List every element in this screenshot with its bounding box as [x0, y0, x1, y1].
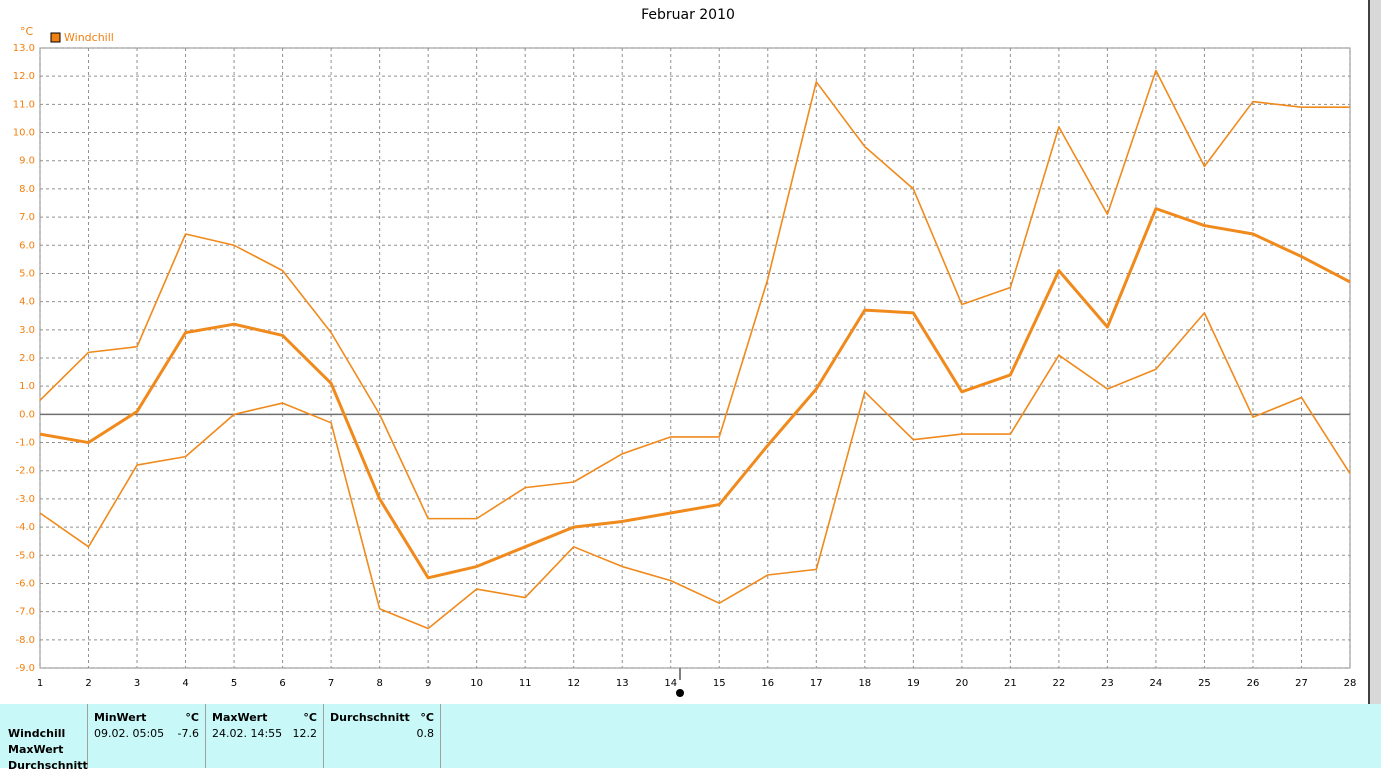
y-tick-label: 8.0 — [19, 184, 35, 195]
legend-label: Windchill — [64, 31, 114, 44]
y-tick-label: 13.0 — [13, 43, 35, 54]
y-tick-label: 3.0 — [19, 325, 35, 336]
y-tick-label: 10.0 — [13, 128, 35, 139]
row-label: MaxWert — [8, 743, 64, 756]
x-tick-label: 4 — [182, 678, 188, 689]
col-unit: °C — [420, 711, 434, 724]
y-tick-label: -9.0 — [15, 663, 35, 674]
y-tick-label: 2.0 — [19, 353, 35, 364]
col-header: Durchschnitt — [330, 711, 410, 724]
x-tick-label: 7 — [328, 678, 334, 689]
y-tick-label: -3.0 — [15, 494, 35, 505]
y-tick-label: 5.0 — [19, 268, 35, 279]
series-line — [39, 207, 1351, 580]
row-labels: Windchill MaxWert Durchschnitt — [0, 704, 88, 772]
y-tick-label: 9.0 — [19, 156, 35, 167]
y-tick-label: -4.0 — [15, 522, 35, 533]
series-line — [39, 312, 1351, 630]
y-tick-label: 12.0 — [13, 71, 35, 82]
x-tick-label: 23 — [1101, 678, 1114, 689]
y-tick-label: 1.0 — [19, 381, 35, 392]
y-unit: °C — [20, 25, 34, 38]
y-tick-label: 7.0 — [19, 212, 35, 223]
x-tick-label: 16 — [761, 678, 774, 689]
x-tick-label: 27 — [1295, 678, 1308, 689]
col-unit: °C — [185, 711, 199, 724]
y-tick-label: -7.0 — [15, 607, 35, 618]
max-col: MaxWert °C 24.02. 14:55 12.2 — [206, 704, 324, 768]
y-tick-label: 11.0 — [13, 99, 35, 110]
col-unit: °C — [303, 711, 317, 724]
x-tick-label: 3 — [134, 678, 140, 689]
scroll-strip — [1368, 0, 1381, 704]
col-header: MinWert — [94, 711, 147, 724]
min-col: MinWert °C 09.02. 05:05 -7.6 — [88, 704, 206, 768]
series-line — [39, 69, 1350, 520]
y-tick-label: -2.0 — [15, 466, 35, 477]
col-value: -7.6 — [177, 727, 199, 740]
avg-col: Durchschnitt °C 0.8 — [324, 704, 441, 768]
x-tick-label: 12 — [567, 678, 580, 689]
y-tick-label: -5.0 — [15, 550, 35, 561]
cursor-dot — [676, 689, 684, 697]
chart-title: Februar 2010 — [641, 7, 735, 23]
x-tick-label: 6 — [279, 678, 285, 689]
x-tick-label: 14 — [664, 678, 677, 689]
x-tick-label: 13 — [616, 678, 629, 689]
col-value: 0.8 — [416, 727, 435, 740]
col-value: 12.2 — [292, 727, 318, 740]
x-tick-label: 9 — [425, 678, 431, 689]
row-label: Durchschnitt — [8, 759, 88, 772]
x-tick-label: 21 — [1004, 678, 1017, 689]
x-tick-label: 2 — [85, 678, 91, 689]
row-label: Windchill — [8, 727, 66, 740]
summary-table: Windchill MaxWert Durchschnitt MinWert °… — [0, 704, 1381, 772]
x-tick-label: 11 — [519, 678, 532, 689]
x-tick-label: 5 — [231, 678, 237, 689]
y-tick-label: -8.0 — [15, 635, 35, 646]
x-tick-label: 20 — [955, 678, 968, 689]
x-tick-label: 24 — [1150, 678, 1163, 689]
x-tick-label: 19 — [907, 678, 920, 689]
x-tick-label: 26 — [1247, 678, 1260, 689]
y-tick-label: 6.0 — [19, 240, 35, 251]
x-tick-label: 18 — [858, 678, 871, 689]
y-tick-label: -6.0 — [15, 578, 35, 589]
col-header: MaxWert — [212, 711, 268, 724]
y-tick-label: 4.0 — [19, 297, 35, 308]
y-tick-label: -1.0 — [15, 438, 35, 449]
x-tick-label: 8 — [376, 678, 382, 689]
x-tick-label: 22 — [1053, 678, 1066, 689]
col-time: 24.02. 14:55 — [212, 727, 283, 740]
legend-swatch — [50, 32, 61, 43]
chart: Februar 2010 °C Windchill -9.0 -8.0 -7.0 -6… — [13, 0, 1381, 704]
y-tick-label: 0.0 — [19, 409, 35, 420]
x-tick-label: 25 — [1198, 678, 1211, 689]
col-time: 09.02. 05:05 — [94, 727, 165, 740]
x-tick-label: 28 — [1344, 678, 1357, 689]
x-tick-label: 17 — [810, 678, 823, 689]
x-tick-label: 1 — [37, 678, 43, 689]
x-tick-label: 15 — [713, 678, 726, 689]
x-tick-label: 10 — [470, 678, 483, 689]
